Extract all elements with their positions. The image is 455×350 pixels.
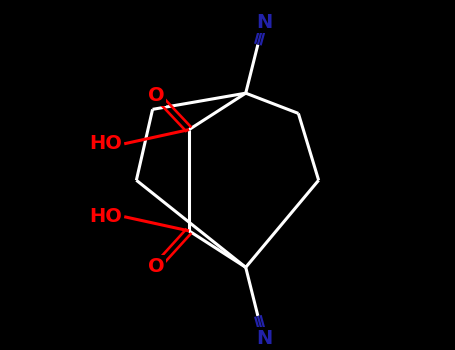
Text: HO: HO: [89, 207, 122, 226]
Text: O: O: [148, 86, 165, 105]
Text: O: O: [148, 257, 165, 276]
Text: HO: HO: [89, 134, 122, 153]
Text: N: N: [256, 13, 272, 32]
Text: N: N: [256, 329, 272, 348]
